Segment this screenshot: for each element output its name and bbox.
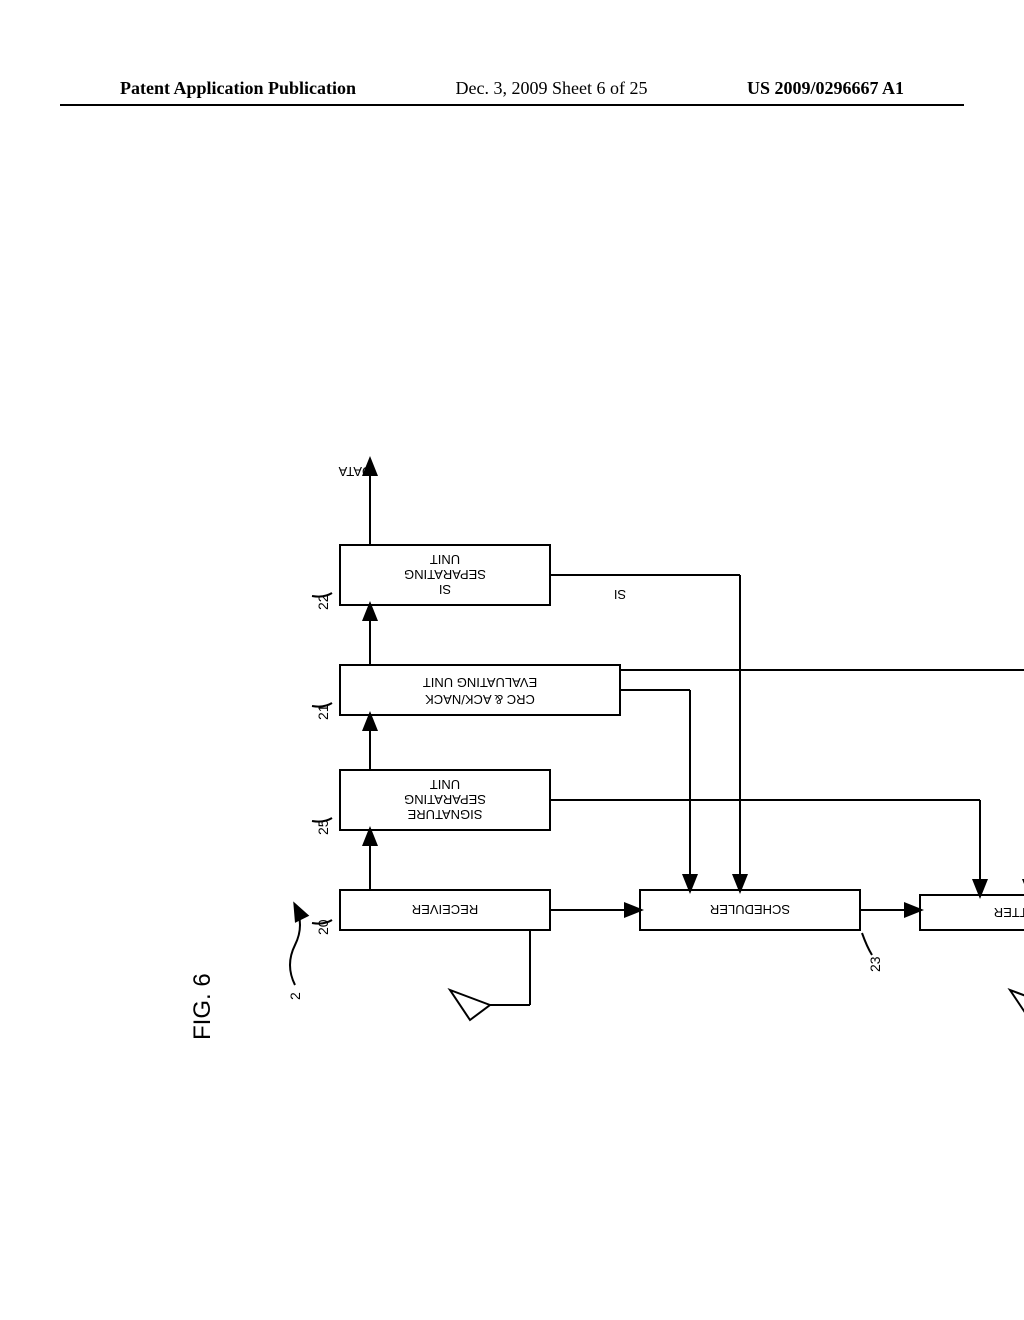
label-receiver: RECEIVER: [412, 902, 478, 917]
header-publication: Patent Application Publication: [120, 78, 356, 99]
page-header: Patent Application Publication Dec. 3, 2…: [0, 78, 1024, 99]
label-si-3: UNIT: [430, 552, 460, 567]
figure-svg: FIG. 6 2 RECEIVER 20 SIGNATURE SEPARATIN…: [0, 160, 1024, 1260]
label-crc-1: CRC & ACK/NACK: [425, 692, 535, 707]
label-si-2: SEPARATING: [404, 567, 486, 582]
label-signature-3: UNIT: [430, 777, 460, 792]
label-data: DATA: [338, 464, 371, 479]
header-rule: [60, 104, 964, 106]
ref-23: 23: [867, 956, 883, 972]
ref-main: 2: [287, 992, 303, 1000]
label-transmitter: TRANSMITTER: [994, 905, 1024, 920]
label-scheduler: SCHEDULER: [710, 902, 790, 917]
label-si-signal: SI: [614, 587, 626, 602]
label-crc-2: EVALUATING UNIT: [423, 675, 537, 690]
header-docno: US 2009/0296667 A1: [747, 78, 904, 99]
label-si-1: SI: [439, 582, 451, 597]
header-sheet: Dec. 3, 2009 Sheet 6 of 25: [456, 78, 648, 99]
figure-label: FIG. 6: [189, 973, 216, 1040]
label-signature-2: SEPARATING: [404, 792, 486, 807]
label-signature-1: SIGNATURE: [407, 807, 482, 822]
